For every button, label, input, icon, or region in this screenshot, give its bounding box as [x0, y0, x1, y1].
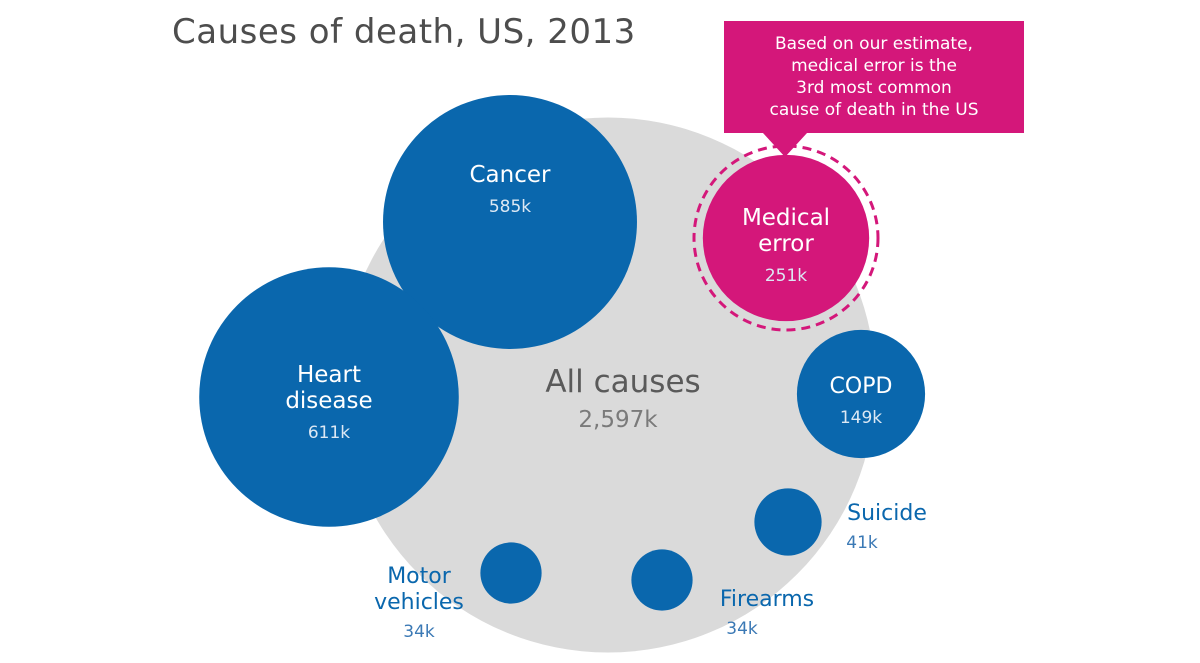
motor-vehicles-value: 34k [403, 622, 435, 642]
callout-line: Based on our estimate, [775, 34, 973, 54]
medical-error-value: 251k [765, 266, 807, 286]
cancer-bubble [383, 95, 637, 349]
medical-error-bubble [702, 154, 870, 322]
motor-vehicles-bubble [480, 542, 542, 604]
heart-disease-value: 611k [308, 423, 350, 443]
medical-error-label: error [758, 231, 814, 257]
copd-bubble [796, 329, 926, 459]
suicide-label: Suicide [847, 501, 927, 526]
suicide-value: 41k [846, 533, 878, 553]
suicide-bubble [754, 488, 822, 556]
copd-label: COPD [830, 374, 893, 399]
callout-line: cause of death in the US [769, 100, 979, 120]
medical-error-dashed-ring [692, 144, 880, 332]
all-causes-value: 2,597k [578, 407, 658, 433]
callout-pointer [763, 133, 807, 157]
motor-vehicles-label: Motor [387, 564, 452, 589]
heart-disease-label: disease [285, 388, 372, 414]
firearms-value: 34k [726, 619, 758, 639]
chart-title: Causes of death, US, 2013 [172, 12, 636, 52]
callout-line: 3rd most common [796, 78, 952, 98]
cancer-label: Cancer [470, 162, 552, 188]
motor-vehicles-label: vehicles [374, 590, 464, 615]
firearms-label: Firearms [720, 587, 814, 612]
heart-disease-label: Heart [297, 362, 361, 388]
callout-line: medical error is the [791, 56, 957, 76]
heart-disease-bubble [199, 267, 459, 527]
medical-error-callout: Based on our estimate, medical error is … [724, 21, 1024, 133]
cancer-value: 585k [489, 197, 531, 217]
all-causes-label: All causes [545, 364, 700, 400]
medical-error-label: Medical [742, 205, 830, 231]
firearms-bubble [631, 549, 693, 611]
copd-value: 149k [840, 408, 882, 428]
